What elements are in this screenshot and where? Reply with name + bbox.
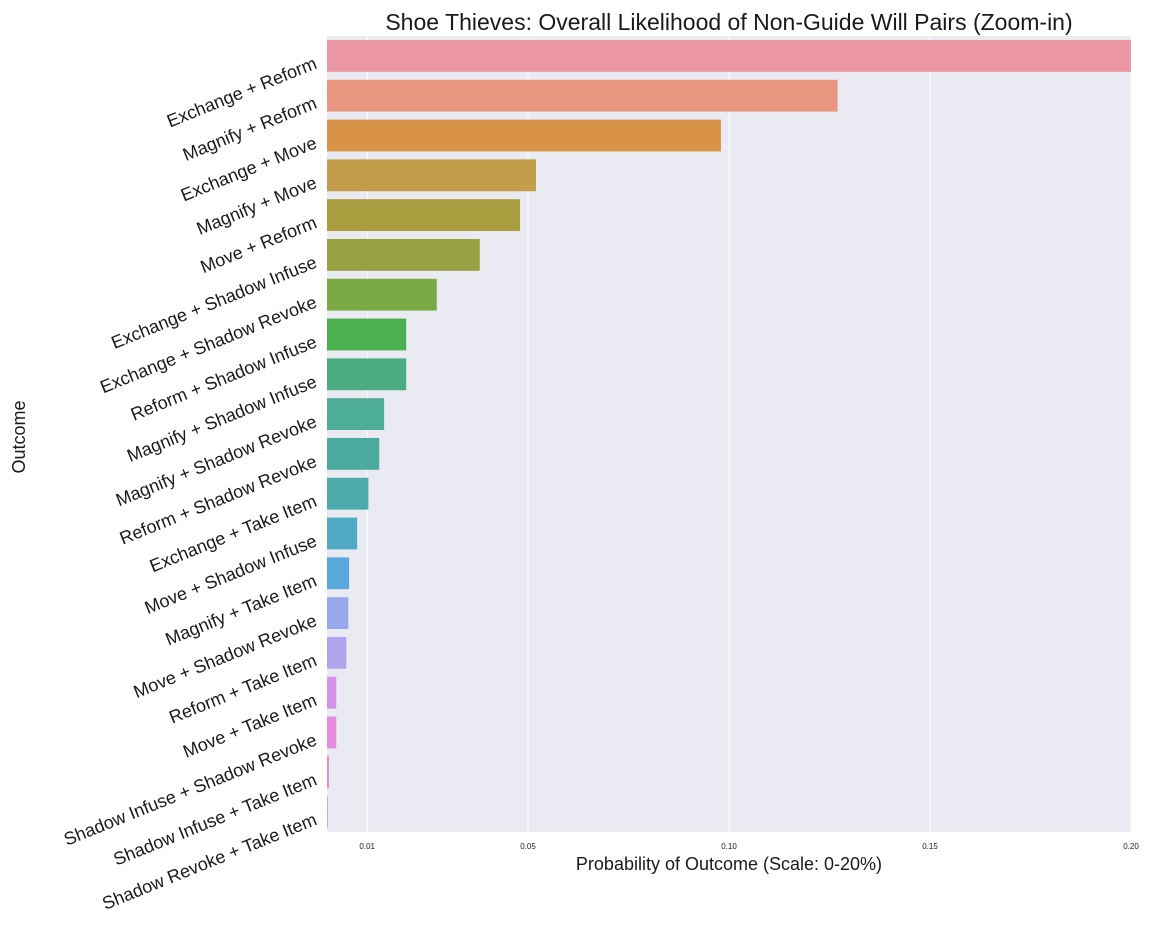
bar [327,676,337,709]
y-axis-label: Outcome [9,400,29,473]
bar [327,39,1131,72]
bar [327,716,337,749]
x-axis-label: Probability of Outcome (Scale: 0-20%) [576,854,882,874]
bar [327,199,520,232]
bar [327,358,407,391]
bar [327,597,349,630]
bar [327,318,407,351]
bar [327,477,369,510]
x-tick-label: 0.01 [359,842,375,851]
bar [327,517,358,550]
bar [327,119,721,152]
bar [327,636,347,669]
bar [327,557,350,590]
bar [327,79,838,112]
bar [327,238,480,271]
bar [327,756,330,789]
chart-title: Shoe Thieves: Overall Likelihood of Non-… [385,9,1072,35]
bar [327,398,385,431]
x-tick-label: 0.10 [721,842,737,851]
bar [327,278,437,311]
bar [327,796,328,829]
x-tick-label: 0.20 [1123,842,1139,851]
bar [327,437,380,470]
x-tick-label: 0.15 [922,842,938,851]
bar [327,159,537,192]
x-tick-labels: 0.01 0.05 0.10 0.15 0.20 [359,842,1139,851]
bars [327,39,1131,829]
x-tick-label: 0.05 [520,842,536,851]
